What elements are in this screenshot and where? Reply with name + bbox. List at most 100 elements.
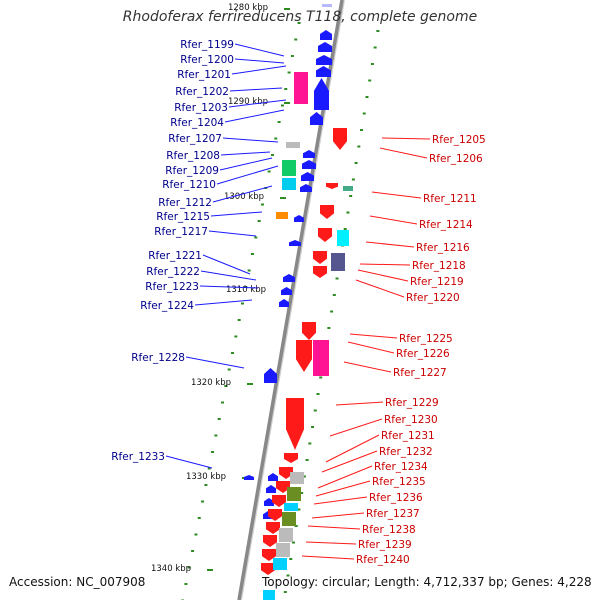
reverse-gene-label: Rfer_1230 <box>384 414 438 426</box>
reverse-gene-label: Rfer_1239 <box>358 539 412 551</box>
tick-mark <box>277 121 281 123</box>
leader-line <box>343 361 392 373</box>
tick-mark <box>294 38 298 41</box>
forward-gene-label: Rfer_1200 <box>180 54 234 66</box>
topology-text: Topology: circular; Length: 4,712,337 bp… <box>262 575 592 589</box>
tick-mark <box>297 22 301 24</box>
tick-mark <box>291 541 295 544</box>
tick-mark <box>354 162 358 164</box>
reverse-gene-arrow <box>261 563 275 575</box>
forward-gene-arrow <box>283 274 295 282</box>
forward-gene-arrow <box>316 66 331 77</box>
tick-mark <box>305 459 309 461</box>
tick-mark <box>294 525 298 527</box>
leader-line <box>335 401 384 406</box>
forward-gene-label: Rfer_1204 <box>170 117 224 129</box>
tick-mark <box>224 385 228 387</box>
reverse-gene-label: Rfer_1240 <box>356 554 410 566</box>
leader-line <box>321 450 378 473</box>
bp-ticks: 1280 kbp 1290 kbp 1300 kbp 1310 kbp 1320 kbp… <box>151 3 380 600</box>
tick-mark <box>376 30 380 32</box>
gene-box <box>282 160 296 176</box>
tick-mark <box>370 63 374 65</box>
tick-mark <box>360 129 364 131</box>
reverse-gene-label: Rfer_1211 <box>423 193 477 205</box>
forward-gene-arrow <box>266 485 276 493</box>
tick-mark <box>257 220 261 222</box>
leader-line <box>210 211 263 217</box>
tick-mark <box>349 195 353 197</box>
leader-line <box>231 65 287 75</box>
tick-mark <box>335 277 339 280</box>
reverse-gene-label: Rfer_1227 <box>393 367 447 379</box>
tick-mark <box>319 376 323 379</box>
tick-mark <box>227 368 231 371</box>
forward-gene-arrow <box>281 287 292 295</box>
tick-mark <box>357 145 361 148</box>
forward-gene-arrow <box>264 368 277 383</box>
tick-mark <box>274 137 278 140</box>
forward-gene-arrow <box>300 184 312 192</box>
tick-mark <box>191 550 195 552</box>
reverse-gene-arrow <box>279 467 293 479</box>
reverse-gene-label: Rfer_1219 <box>410 276 464 288</box>
leader-line <box>220 151 271 156</box>
leader-line <box>347 341 395 354</box>
kbp-tick <box>280 197 286 199</box>
leader-line <box>313 496 368 505</box>
leader-line <box>234 43 285 57</box>
gene-box <box>294 72 308 104</box>
tick-mark <box>197 517 201 519</box>
forward-gene-arrow <box>302 160 316 169</box>
forward-gene-label: Rfer_1203 <box>174 102 228 114</box>
tick-mark <box>231 352 235 354</box>
forward-gene-label: Rfer_1209 <box>165 165 219 177</box>
kbp-marker: 1320 kbp <box>191 378 231 388</box>
forward-gene-label: Rfer_1201 <box>177 69 231 81</box>
kbp-marker: 1280 kbp <box>228 3 268 13</box>
gene-box <box>273 558 287 570</box>
tick-mark <box>280 104 284 107</box>
gene-box <box>276 543 290 557</box>
leader-line <box>202 254 251 275</box>
tick-mark <box>184 583 188 585</box>
gene-box <box>284 503 298 511</box>
tick-mark <box>247 269 251 272</box>
tick-mark <box>250 253 254 255</box>
tick-mark <box>201 500 205 503</box>
reverse-gene-arrow <box>333 128 347 150</box>
reverse-gene-label: Rfer_1206 <box>429 153 483 165</box>
tick-mark <box>254 236 258 239</box>
leader-line <box>200 270 257 281</box>
leader-line <box>212 185 273 203</box>
tick-mark <box>204 484 208 486</box>
tick-mark <box>351 178 355 181</box>
leader-line <box>199 285 259 289</box>
leader-line <box>219 157 273 171</box>
leader-line <box>228 99 287 108</box>
forward-gene-arrow <box>294 215 304 222</box>
gene-features <box>244 4 353 600</box>
forward-gene-label: Rfer_1208 <box>166 150 220 162</box>
reverse-gene-label: Rfer_1236 <box>369 492 423 504</box>
reverse-gene-label: Rfer_1232 <box>379 446 433 458</box>
leader-line <box>185 356 245 369</box>
tick-mark <box>297 508 301 511</box>
forward-gene-arrow <box>318 42 332 52</box>
leader-line <box>311 512 365 519</box>
forward-gene-label: Rfer_1221 <box>148 250 202 262</box>
tick-mark <box>289 558 293 560</box>
reverse-gene-arrow <box>318 228 332 242</box>
leader-line <box>216 165 279 185</box>
reverse-gene-arrow <box>262 549 276 561</box>
gene-box <box>276 212 288 219</box>
reverse-gene-label: Rfer_1235 <box>372 476 426 488</box>
tick-mark <box>287 71 291 74</box>
leader-line <box>165 455 213 469</box>
leader-line <box>222 137 279 143</box>
genome-title: Rhodoferax ferrireducens T118, complete … <box>122 9 478 25</box>
tick-mark <box>313 409 317 412</box>
reverse-gene-label: Rfer_1225 <box>399 333 453 345</box>
gene-box <box>313 340 329 376</box>
